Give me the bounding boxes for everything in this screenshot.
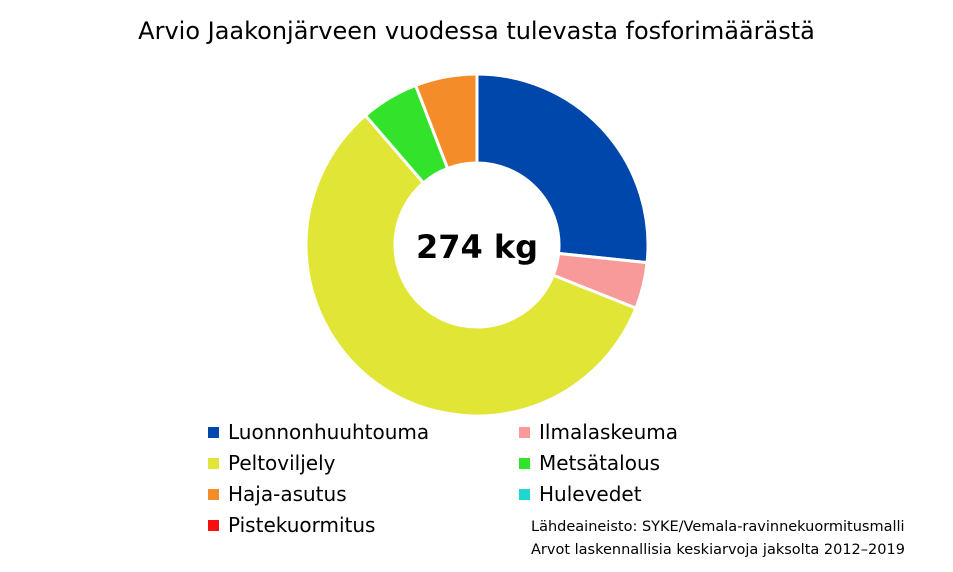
legend-item-luonnonhuuhtouma: Luonnonhuuhtouma	[208, 420, 429, 444]
legend-label: Ilmalaskeuma	[539, 420, 679, 444]
legend-item-haja-asutus: Haja-asutus	[208, 482, 347, 506]
legend-label: Metsätalous	[539, 451, 661, 475]
slice-peltoviljely	[304, 113, 638, 418]
chart-title: Arvio Jaakonjärveen vuodessa tulevasta f…	[138, 17, 815, 45]
legend-label: Hulevedet	[539, 482, 642, 506]
legend-item-pistekuormitus: Pistekuormitus	[208, 513, 375, 537]
legend-item-peltoviljely: Peltoviljely	[208, 451, 336, 475]
source-note-line-2: Arvot laskennallisia keskiarvoja jaksolt…	[531, 542, 905, 558]
legend-swatch	[519, 488, 530, 500]
legend-label: Haja-asutus	[228, 482, 347, 506]
legend-item-hulevedet: Hulevedet	[519, 482, 642, 506]
legend-label: Peltoviljely	[228, 451, 336, 475]
legend-item-ilmalaskeuma: Ilmalaskeuma	[519, 420, 678, 444]
center-total-label: 274 kg	[416, 228, 538, 266]
legend-swatch	[208, 519, 219, 531]
legend-item-mets-talous: Metsätalous	[519, 451, 660, 475]
donut-chart: 274 kg	[304, 72, 650, 418]
legend-label: Pistekuormitus	[228, 513, 376, 537]
legend-label: Luonnonhuuhtouma	[228, 420, 430, 444]
slice-haja-asutus	[413, 72, 479, 171]
legend-swatch	[208, 426, 219, 438]
slice-luonnonhuuhtouma	[475, 72, 650, 265]
legend-swatch	[208, 457, 219, 469]
legend-swatch	[519, 426, 530, 438]
legend-swatch	[519, 457, 530, 469]
donut-slices	[304, 72, 650, 418]
source-note-line-1: Lähdeaineisto: SYKE/Vemala-ravinnekuormi…	[531, 519, 905, 535]
legend-swatch	[208, 488, 219, 500]
